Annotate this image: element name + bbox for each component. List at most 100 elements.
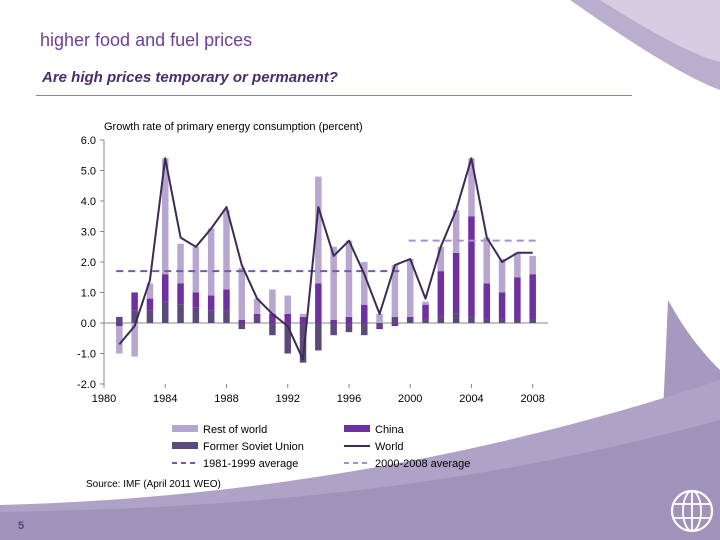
legend-label-rest-of-world: Rest of world: [203, 424, 267, 436]
former-soviet-union-bar: [437, 316, 445, 323]
china-bar: [269, 313, 276, 323]
slide-subtitle: Are high prices temporary or permanent?: [42, 69, 338, 86]
former-soviet-union-bar: [422, 319, 429, 323]
rest-of-world-bar: [253, 298, 261, 314]
rest-of-world-bar: [238, 268, 246, 320]
y-tick-label: 5.0: [81, 166, 96, 178]
x-tick-label: 1980: [92, 393, 116, 405]
y-tick-label: -1.0: [77, 349, 96, 361]
china-bar: [253, 313, 261, 317]
china-bar: [391, 323, 399, 327]
y-tick-label: 4.0: [81, 196, 96, 208]
legend-swatch-rest-of-world: [172, 425, 198, 432]
china-bar: [406, 316, 414, 320]
former-soviet-union-bar: [529, 319, 536, 323]
china-bar: [361, 304, 368, 323]
legend-swatch-china: [344, 425, 370, 432]
rest-of-world-bar: [161, 158, 169, 275]
former-soviet-union-bar: [161, 301, 169, 323]
former-soviet-union-bar: [315, 323, 322, 351]
former-soviet-union-bar: [406, 319, 414, 323]
former-soviet-union-bar: [284, 323, 291, 354]
x-tick-label: 1988: [214, 393, 238, 405]
y-tick-label: 3.0: [81, 227, 96, 239]
china-bar: [514, 277, 521, 320]
china-bar: [483, 283, 491, 320]
title-divider: [36, 95, 632, 96]
x-tick-label: 1984: [153, 393, 177, 405]
former-soviet-union-bar: [376, 323, 383, 327]
former-soviet-union-bar: [177, 304, 184, 323]
former-soviet-union-bar: [223, 310, 230, 323]
former-soviet-union-bar: [131, 310, 138, 323]
former-soviet-union-bar: [468, 316, 475, 323]
rest-of-world-bar: [146, 283, 154, 299]
y-tick-label: 2.0: [81, 257, 96, 269]
y-tick-label: 6.0: [81, 135, 96, 147]
rest-of-world-bar: [192, 246, 200, 293]
rest-of-world-bar: [284, 295, 291, 314]
former-soviet-union-bar: [330, 323, 337, 336]
china-bar: [345, 316, 353, 323]
rest-of-world-bar: [131, 323, 138, 357]
china-bar: [498, 292, 506, 320]
china-bar: [452, 252, 460, 314]
legend-swatch-former-soviet-union: [172, 442, 198, 449]
rest-of-world-bar: [468, 158, 475, 217]
top-right-swoosh-light: [600, 0, 720, 62]
x-tick-label: 2000: [398, 393, 422, 405]
china-bar: [192, 292, 200, 308]
rest-of-world-bar: [177, 243, 184, 284]
china-bar: [146, 298, 154, 311]
x-tick-label: 2008: [520, 393, 544, 405]
former-soviet-union-bar: [146, 310, 154, 323]
china-bar: [284, 313, 291, 323]
y-tick-label: 1.0: [81, 288, 96, 300]
x-tick-label: 2004: [459, 393, 483, 405]
source-note: Source: IMF (April 2011 WEO): [86, 479, 221, 490]
legend-label-2000-2008-average: 2000-2008 average: [375, 458, 470, 470]
rest-of-world-bar: [315, 176, 322, 284]
china-bar: [207, 295, 215, 311]
rest-of-world-bar: [376, 313, 383, 323]
bottom-band-light: [0, 420, 720, 540]
rest-of-world-bar: [498, 258, 506, 293]
china-bar: [177, 283, 184, 305]
former-soviet-union-bar: [192, 307, 200, 323]
china-bar: [223, 289, 230, 311]
world-line: [118, 157, 533, 361]
china-bar: [116, 323, 123, 327]
legend-label-1981-1999-average: 1981-1999 average: [203, 458, 298, 470]
rest-of-world-bar: [116, 326, 123, 354]
rest-of-world-bar: [422, 301, 429, 305]
page-number: 5: [18, 520, 25, 532]
china-bar: [437, 271, 445, 317]
rest-of-world-bar: [330, 246, 337, 320]
rest-of-world-bar: [437, 246, 445, 272]
legend-label-former-soviet-union: Former Soviet Union: [203, 441, 304, 453]
former-soviet-union-bar: [514, 319, 521, 323]
rest-of-world-bar: [529, 255, 536, 275]
rest-of-world-bar: [483, 237, 491, 284]
chart-title: Growth rate of primary energy consumptio…: [104, 121, 363, 133]
rest-of-world-bar: [299, 313, 307, 317]
y-tick-label: 0.0: [81, 318, 96, 330]
former-soviet-union-bar: [238, 323, 246, 330]
former-soviet-union-bar: [391, 316, 399, 323]
former-soviet-union-bar: [299, 323, 307, 363]
rest-of-world-bar: [406, 258, 414, 317]
rest-of-world-bar: [391, 265, 399, 317]
former-soviet-union-bar: [345, 323, 353, 333]
china-bar: [161, 274, 169, 302]
slide-title: higher food and fuel prices: [40, 30, 253, 50]
china-bar: [529, 274, 536, 320]
china-bar: [299, 316, 307, 323]
former-soviet-union-bar: [498, 319, 506, 323]
china-bar: [468, 216, 475, 317]
world-bank-globe-icon: [670, 489, 714, 533]
former-soviet-union-bar: [483, 319, 491, 323]
china-bar: [238, 319, 246, 323]
former-soviet-union-bar: [253, 316, 261, 323]
